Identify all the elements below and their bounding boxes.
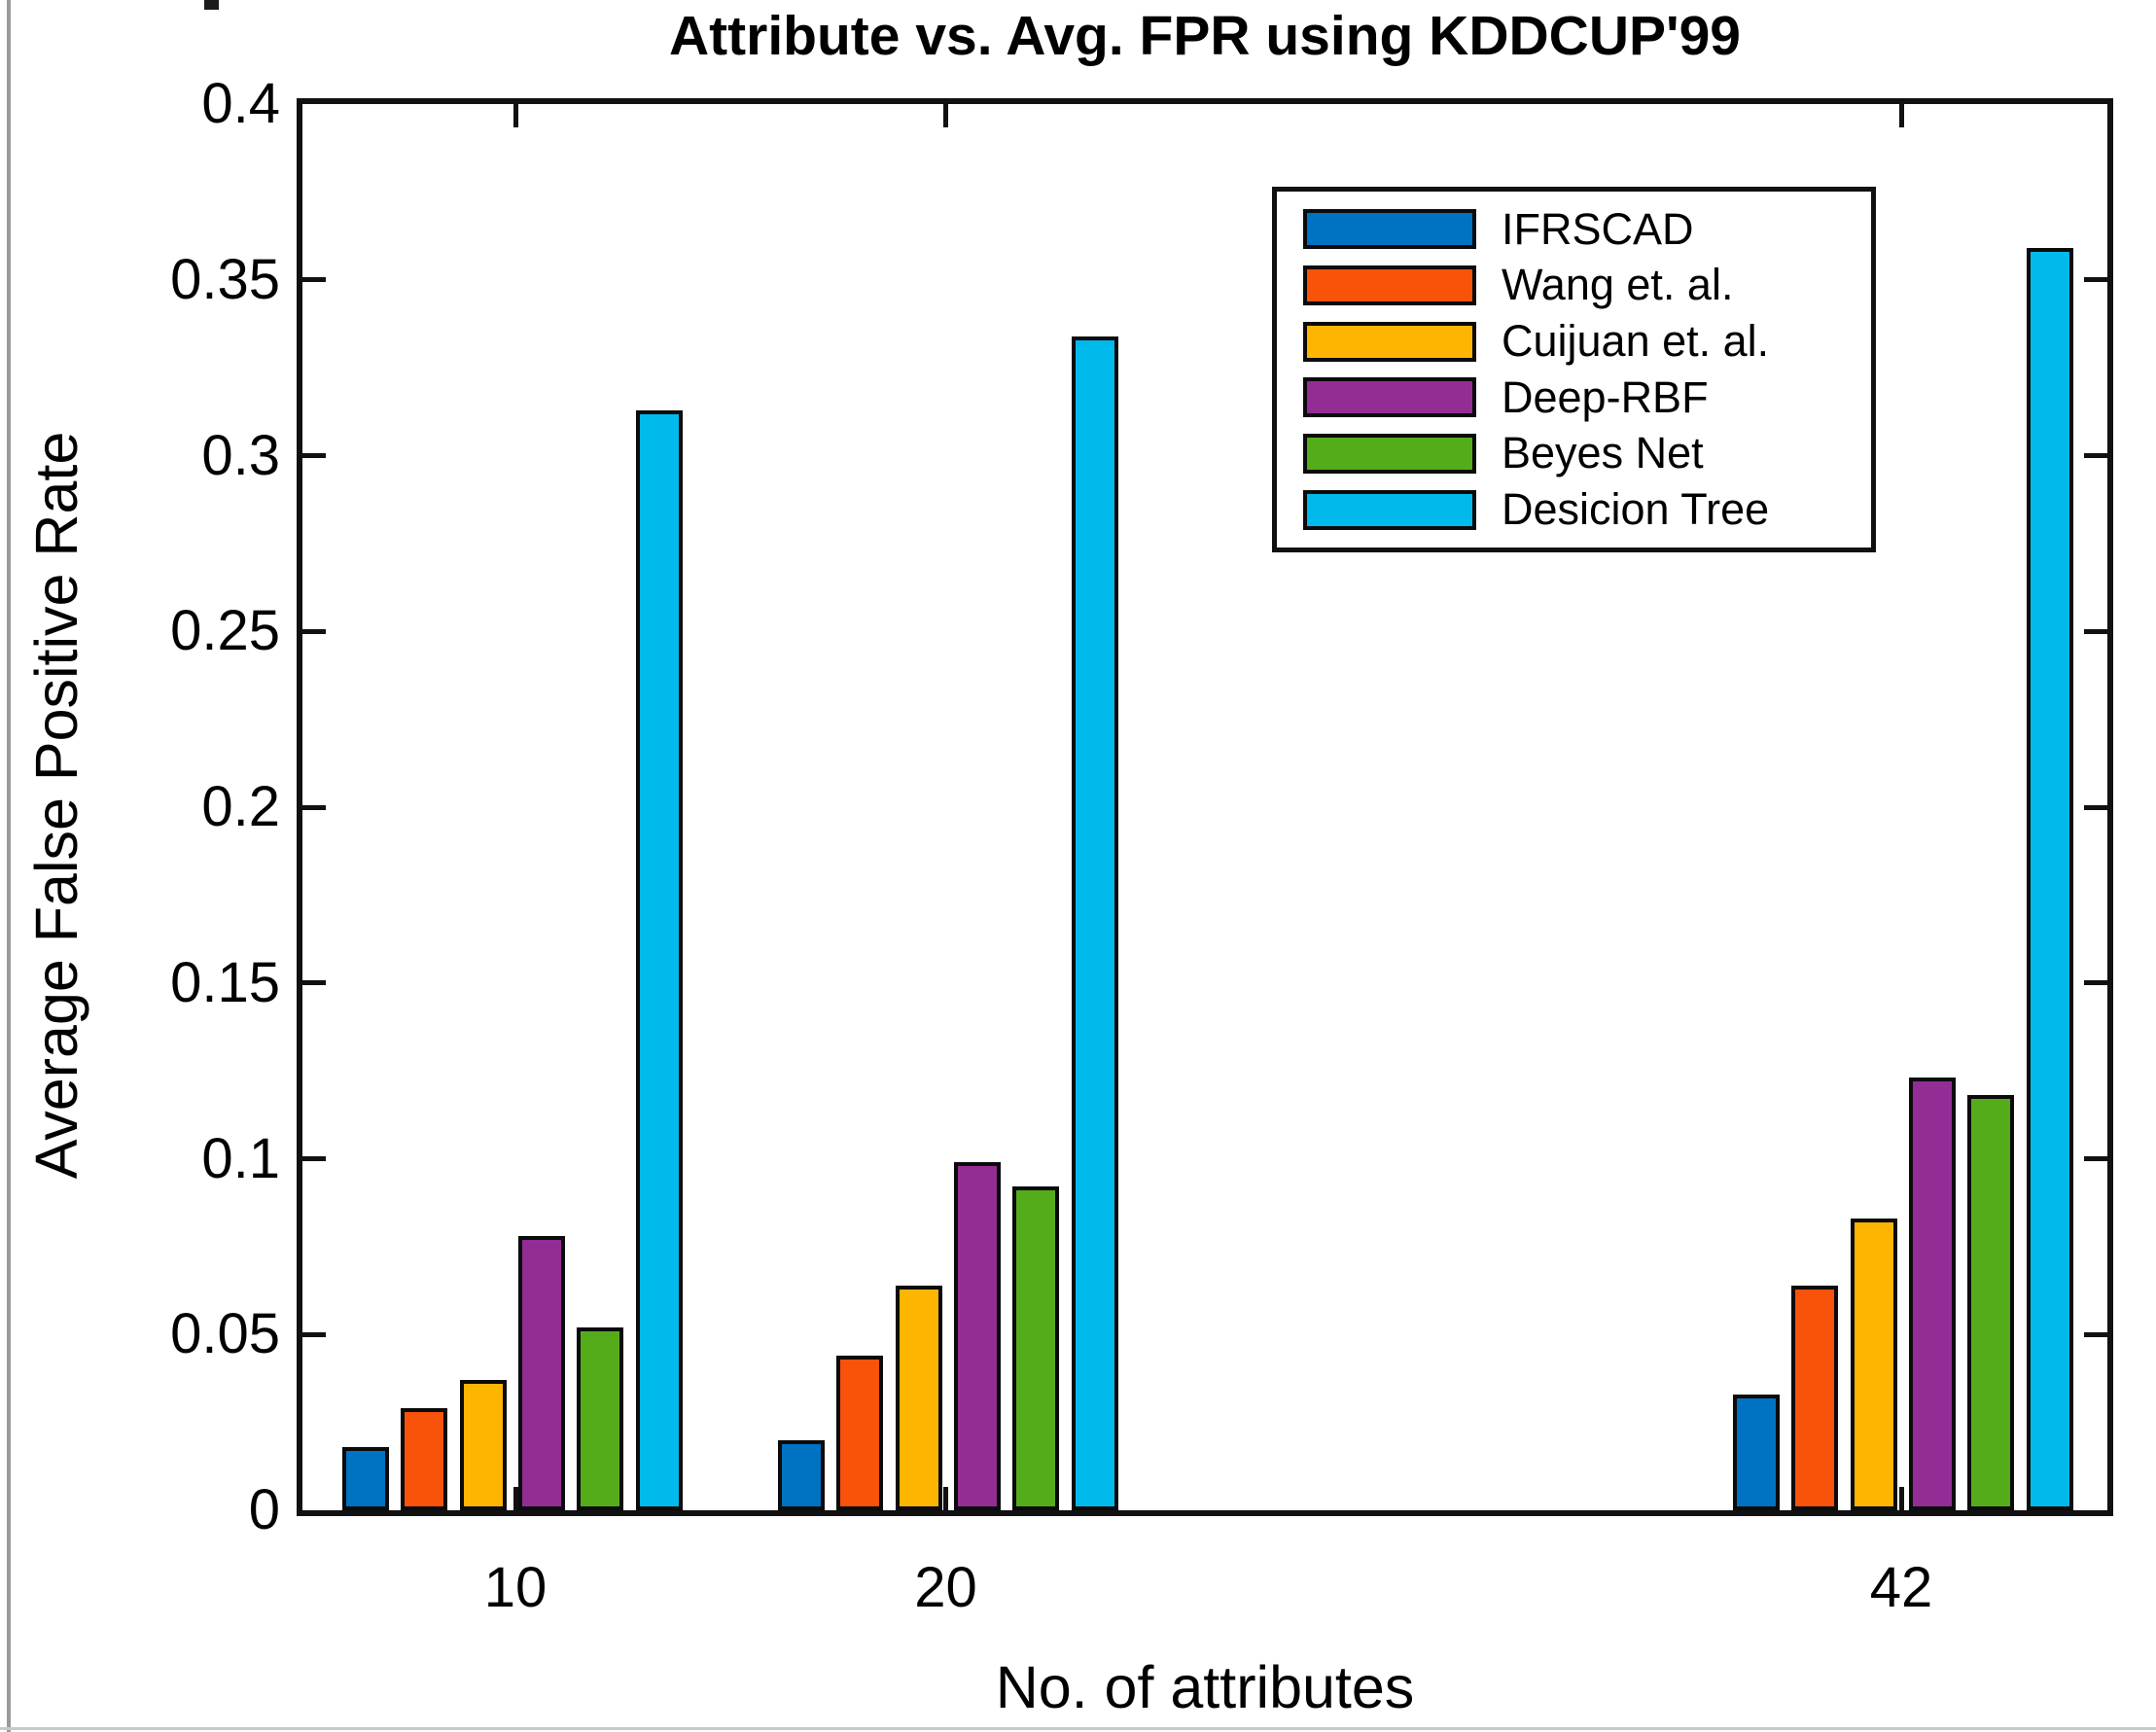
y-tick-yr-0.25 xyxy=(2084,628,2107,634)
y-tick-label-0.15: 0.15 xyxy=(170,950,280,1014)
x-tick-label-42: 42 xyxy=(1869,1556,1933,1619)
legend-swatch xyxy=(1303,209,1476,250)
y-tick-label-0.05: 0.05 xyxy=(170,1302,280,1366)
bar-desicion-tree-x20 xyxy=(1071,336,1118,1510)
x-tick-xb-42 xyxy=(1898,1487,1904,1510)
y-tick-label-0.4: 0.4 xyxy=(201,72,280,135)
legend-label: Beyes Net xyxy=(1502,428,1704,478)
x-tick-xb-10 xyxy=(512,1487,518,1510)
x-axis-label: No. of attributes xyxy=(995,1654,1415,1720)
y-tick-yl-0.05 xyxy=(302,1331,326,1337)
bar-ifrscad-x20 xyxy=(778,1440,825,1510)
x-tick-xb-20 xyxy=(943,1487,948,1510)
bar-wang-et-al--x20 xyxy=(836,1356,884,1510)
bar-ifrscad-x42 xyxy=(1733,1395,1780,1510)
bar-beyes-net-x20 xyxy=(1012,1186,1060,1510)
x-tick-label-20: 20 xyxy=(914,1556,977,1619)
bar-beyes-net-x10 xyxy=(577,1327,624,1510)
x-tick-xt-10 xyxy=(512,104,518,127)
y-tick-yr-0.3 xyxy=(2084,453,2107,458)
page-edge-bottom xyxy=(0,1727,2156,1730)
y-tick-label-0.35: 0.35 xyxy=(170,247,280,311)
legend-row-desicion-tree: Desicion Tree xyxy=(1277,484,1871,534)
x-tick-xt-42 xyxy=(1898,104,1904,127)
bar-wang-et-al--x10 xyxy=(401,1408,448,1510)
legend-label: Desicion Tree xyxy=(1502,484,1770,535)
y-tick-label-0.1: 0.1 xyxy=(201,1126,280,1190)
y-tick-yr-0.15 xyxy=(2084,980,2107,986)
y-tick-yl-0.3 xyxy=(302,453,326,458)
y-tick-yr-0.2 xyxy=(2084,804,2107,810)
legend-label: IFRSCAD xyxy=(1502,203,1694,254)
y-tick-label-0.25: 0.25 xyxy=(170,599,280,663)
bar-cuijuan-et-al--x42 xyxy=(1850,1219,1897,1510)
legend-row-wang-et-al-: Wang et. al. xyxy=(1277,260,1871,309)
x-tick-label-10: 10 xyxy=(483,1556,548,1619)
legend-swatch xyxy=(1303,377,1476,418)
y-tick-yl-0.1 xyxy=(302,1156,326,1161)
legend-swatch xyxy=(1303,489,1476,530)
x-tick-xt-20 xyxy=(943,104,948,127)
legend-label: Cuijuan et. al. xyxy=(1502,316,1770,367)
legend-row-ifrscad: IFRSCAD xyxy=(1277,204,1871,254)
bar-deep-rbf-x10 xyxy=(517,1236,565,1510)
legend-swatch xyxy=(1303,433,1476,474)
legend-swatch xyxy=(1303,265,1476,305)
y-tick-label-0.3: 0.3 xyxy=(201,423,280,487)
plot-inner xyxy=(302,104,2107,1510)
bar-cuijuan-et-al--x20 xyxy=(895,1286,942,1510)
y-tick-label-0: 0 xyxy=(248,1478,280,1541)
page-edge-left xyxy=(7,0,11,1732)
bar-deep-rbf-x20 xyxy=(953,1162,1001,1510)
legend-label: Deep-RBF xyxy=(1502,371,1709,422)
legend-row-cuijuan-et-al-: Cuijuan et. al. xyxy=(1277,316,1871,366)
y-tick-yr-0.35 xyxy=(2084,277,2107,283)
y-tick-yr-0.05 xyxy=(2084,1331,2107,1337)
bar-desicion-tree-x42 xyxy=(2026,248,2073,1510)
crop-artifact-mark xyxy=(204,0,219,10)
legend-swatch xyxy=(1303,321,1476,362)
y-tick-yl-0.15 xyxy=(302,980,326,986)
y-tick-yl-0.35 xyxy=(302,277,326,283)
y-tick-yr-0.1 xyxy=(2084,1156,2107,1161)
bar-cuijuan-et-al--x10 xyxy=(459,1380,507,1510)
legend-row-beyes-net: Beyes Net xyxy=(1277,428,1871,477)
chart-title: Attribute vs. Avg. FPR using KDDCUP'99 xyxy=(669,5,1741,67)
y-tick-yl-0.25 xyxy=(302,628,326,634)
y-tick-yl-0.2 xyxy=(302,804,326,810)
bar-deep-rbf-x42 xyxy=(1908,1078,1956,1510)
legend-label: Wang et. al. xyxy=(1502,260,1734,310)
bar-wang-et-al--x42 xyxy=(1791,1286,1839,1510)
bar-ifrscad-x10 xyxy=(342,1447,389,1510)
y-tick-label-0.2: 0.2 xyxy=(201,775,280,838)
legend-row-deep-rbf: Deep-RBF xyxy=(1277,372,1871,422)
bar-beyes-net-x42 xyxy=(1967,1095,2015,1510)
legend: IFRSCAD Wang et. al. Cuijuan et. al. Deep-R… xyxy=(1272,187,1876,552)
bar-desicion-tree-x10 xyxy=(635,410,683,1510)
